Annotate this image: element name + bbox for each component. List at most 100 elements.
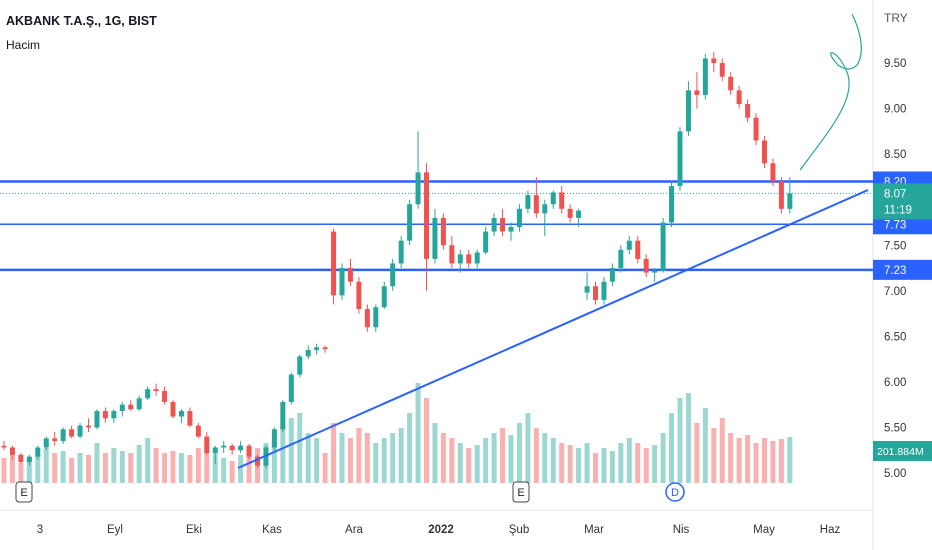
candle-body [753,117,759,141]
last-price-tag [873,183,932,220]
candle-body [221,445,227,448]
candle-body [719,63,725,77]
volume-bar [787,437,793,483]
volume-bar [457,443,463,483]
candle-body [440,217,446,246]
volume-bar [719,418,725,483]
volume-bar [9,453,15,483]
candle-body [508,227,514,232]
candle-body [415,172,421,205]
candle-body [187,411,193,426]
currency-label: TRY [884,11,908,25]
candle-body [314,347,320,351]
candle-body [669,186,675,223]
volume-bar [221,458,227,483]
x-tick-label: Nis [673,524,690,536]
candle-body [136,398,142,410]
volume-bar [60,451,66,483]
candle-body [711,58,717,64]
candle-body [195,425,201,437]
volume-value-tag [873,441,932,461]
volume-bar [102,453,108,483]
candle-body [43,438,49,448]
volume-bar [52,453,58,483]
volume-bar [398,428,404,483]
volume-bar [187,455,193,483]
volume-bar [339,433,345,483]
candle-body [728,76,734,91]
volume-bar [195,448,201,483]
y-tick-label: 9.00 [884,104,906,116]
volume-bar [415,383,421,483]
candle-body [778,181,784,209]
earnings-event-marker [15,481,33,503]
volume-bar [508,435,514,483]
candle-body [69,429,75,437]
candle-body [347,268,353,282]
volume-bar [1,458,7,483]
candle-body [238,445,244,451]
volume-bar [26,461,32,483]
candle-body [609,268,615,282]
candle-body [102,411,108,419]
volume-bar [500,428,506,483]
candle-body [381,286,387,308]
x-tick-label: May [753,524,775,536]
x-tick-label: Kas [262,524,282,536]
volume-bar [204,443,210,483]
trendline [237,189,869,469]
volume-bar [18,463,24,483]
candle-body [593,286,598,300]
volume-bar [271,438,277,483]
volume-bar [525,413,531,483]
volume-indicator-label: Hacim [6,38,41,52]
candle-body [762,140,767,164]
candle-body [246,445,252,457]
event-marker-label: E [20,487,27,499]
candle-body [736,90,742,105]
candle-body [77,425,83,437]
candle-body [288,374,294,402]
x-tick-label: Şub [509,524,529,536]
candle-body [255,456,260,466]
volume-bar [94,443,100,483]
level-price-label: 7.73 [884,219,906,231]
candle-body [364,309,370,328]
candle-body [9,447,15,455]
x-tick-label: 3 [37,524,43,536]
volume-bar [762,438,767,483]
volume-bar [162,453,168,483]
volume-bar [643,448,649,483]
earnings-event-marker [512,481,530,503]
volume-bar [424,398,429,483]
volume-bar [711,428,717,483]
volume-bar [136,445,142,483]
candle-body [677,131,683,187]
volume-bar [677,398,683,483]
volume-bar [753,443,759,483]
candle-body [424,172,429,259]
x-tick-label: Ara [345,524,364,536]
volume-bar [770,441,776,483]
candle-body [339,268,345,296]
candle-body [407,204,413,241]
candle-body [94,411,100,428]
volume-bar [119,451,125,483]
candle-body [162,391,168,402]
candle-body [178,411,184,417]
volume-bar [736,438,742,483]
volume-bar [609,451,615,483]
volume-bar [280,428,286,483]
volume-bar [626,438,632,483]
volume-bar [111,448,117,483]
candle-body [550,192,556,205]
candle-body [322,347,328,350]
candle-body [18,454,24,463]
volume-bar [407,413,413,483]
candle-body [204,436,210,453]
volume-bar [314,438,320,483]
x-tick-label: 2022 [428,524,454,536]
volume-bar [145,438,151,483]
volume-bar [297,413,303,483]
